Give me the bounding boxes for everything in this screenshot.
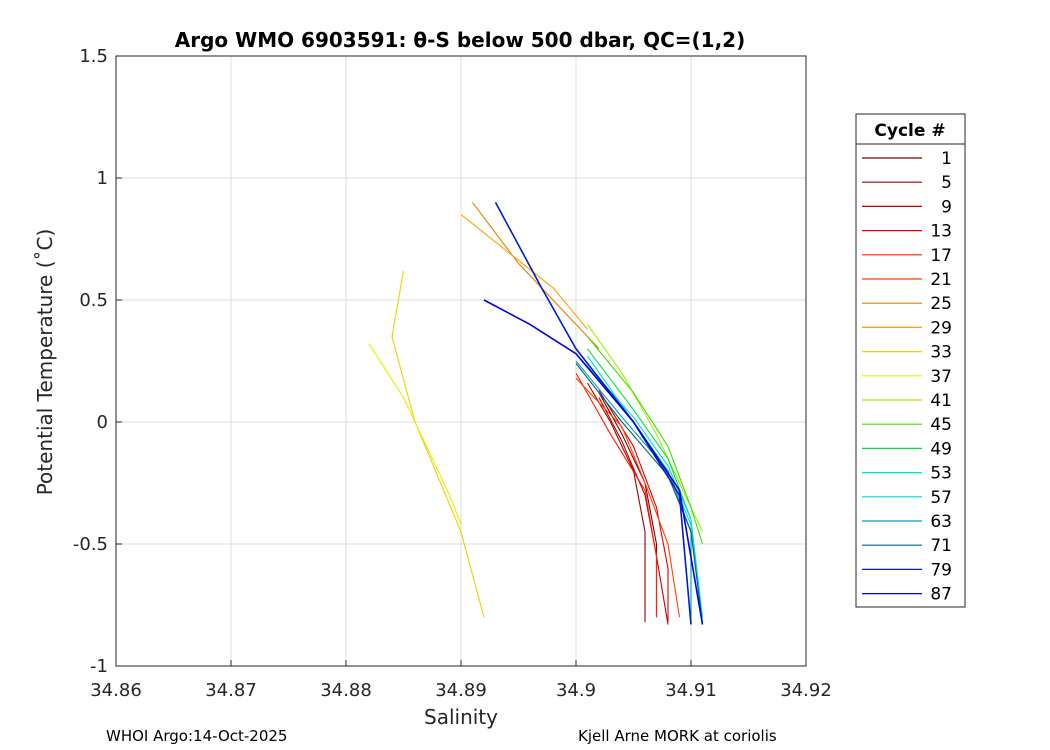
legend: Cycle # 1 5 9 13 17 21 25 29 33 37 41 45 49 53 57 63 71 7… [855,113,966,608]
x-tick-label: 34.92 [780,680,832,701]
x-tick-label: 34.91 [665,680,717,701]
footer-left: WHOI Argo:14-Oct-2025 [106,727,287,745]
series-line-cycle-79 [494,202,692,625]
legend-label: 63 [930,512,952,532]
legend-label: 33 [930,343,952,363]
y-tick-label: 1 [97,168,108,189]
legend-label: 5 [941,173,952,193]
series-line-cycle-41 [587,324,703,533]
legend-label: 57 [930,488,952,508]
legend-label: 87 [930,585,952,605]
legend-label: 1 [941,149,952,169]
series-line-cycle-37 [368,343,462,525]
y-tick-label: 1.5 [79,46,108,67]
x-tick-label: 34.87 [205,680,257,701]
legend-label: 79 [930,560,952,580]
legend-label: 49 [930,439,952,459]
series-line-cycle-21 [575,377,681,618]
chart-title: Argo WMO 6903591: θ-S below 500 dbar, QC… [175,28,745,52]
legend-label: 13 [930,222,952,242]
series-line-cycle-33 [391,270,485,618]
series-line-cycle-13 [598,390,669,623]
y-axis-label: Potential Temperature (˚C) [33,229,57,496]
y-tick-label: -0.5 [73,534,108,555]
legend-label: 9 [941,197,952,217]
legend-label: 45 [930,415,952,435]
legend-label: 29 [930,318,952,338]
series-group [368,202,704,625]
legend-entries: 1 5 9 13 17 21 25 29 33 37 41 45 49 53 57 63 71 79 87 [862,149,952,605]
y-tick-label: 0.5 [79,290,108,311]
legend-label: 17 [930,246,952,266]
legend-title: Cycle # [874,121,945,141]
x-tick-label: 34.88 [320,680,372,701]
legend-label: 53 [930,464,952,484]
series-line-cycle-45 [587,336,704,545]
legend-label: 37 [930,367,952,387]
x-tick-label: 34.9 [556,680,596,701]
x-axis-label: Salinity [424,705,498,729]
y-ticks: -1 -0.5 0 0.5 1 1.5 [73,46,122,677]
y-tick-label: 0 [97,412,108,433]
x-tick-label: 34.86 [90,680,142,701]
series-line-cycle-9 [598,397,669,625]
legend-label: 41 [930,391,952,411]
grid [115,55,807,667]
series-line-cycle-53 [575,353,704,618]
legend-box [855,113,966,608]
footer-right: Kjell Arne MORK at coriolis [578,727,777,745]
x-tick-label: 34.89 [435,680,487,701]
legend-label: 21 [930,270,952,290]
legend-label: 25 [930,294,952,314]
y-tick-label: -1 [90,656,108,677]
series-line-cycle-17 [575,372,658,618]
x-ticks: 34.86 34.87 34.88 34.89 34.9 34.91 34.92 [90,660,832,701]
series-line-cycle-87 [483,299,704,625]
legend-label: 71 [930,536,952,556]
series-line-cycle-29 [460,214,588,330]
